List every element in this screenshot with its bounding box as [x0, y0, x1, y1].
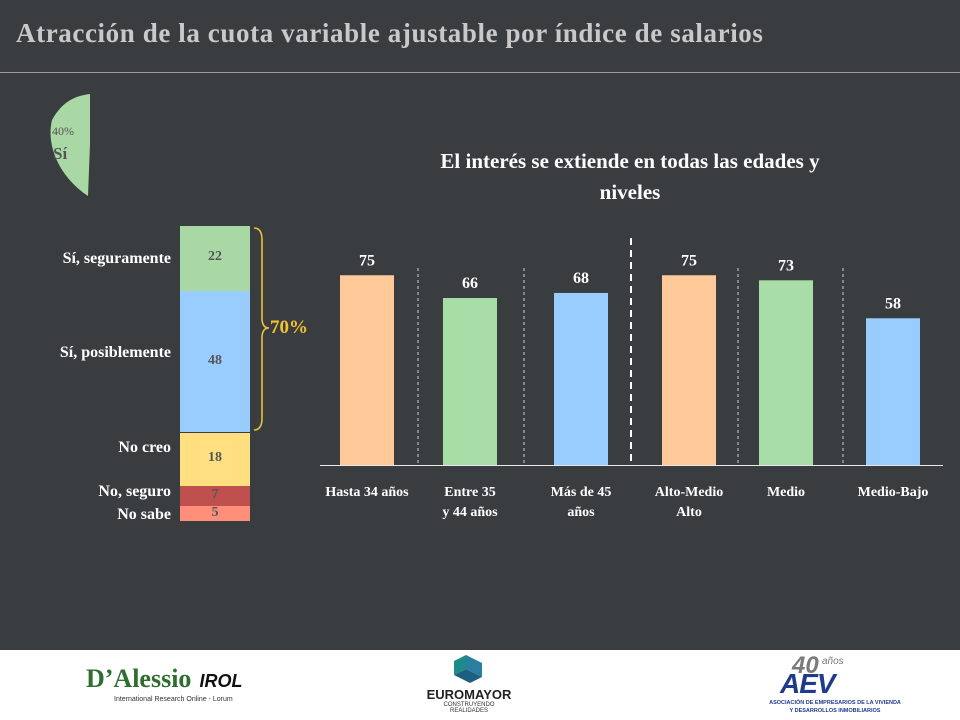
- x-tick-label: Medio: [731, 483, 841, 503]
- x-tick-label-line: y 44 años: [442, 505, 498, 520]
- euromayor-text: EUROMAYOR: [426, 687, 512, 702]
- x-tick-label-line: Hasta 34 años: [325, 485, 409, 500]
- bar: [554, 292, 608, 465]
- stack-segment-value: 7: [211, 486, 219, 502]
- x-tick-label-line: Entre 35: [444, 485, 496, 500]
- pie-slice: [50, 94, 90, 196]
- x-tick-label-line: años: [567, 505, 595, 520]
- stack-segment-value: 22: [208, 249, 222, 265]
- footer: D’Alessio IROL International Research On…: [0, 650, 960, 720]
- stack-label-no-sabe: No sabe: [117, 506, 171, 523]
- stack-segment: [180, 485, 250, 507]
- bar-value-label: 75: [681, 252, 697, 269]
- bar-value-label: 75: [359, 252, 375, 269]
- bar-value-label: 73: [778, 257, 794, 274]
- stack-label-no-creo: No creo: [118, 439, 171, 456]
- brace-label: 70%: [270, 317, 308, 338]
- x-tick-label-line: Medio-Bajo: [857, 485, 929, 500]
- x-tick-label: Más de 45 años: [526, 483, 636, 523]
- stack-segment: [180, 226, 250, 291]
- x-tick-label: Hasta 34 años: [312, 483, 422, 503]
- x-tick-label-line: Alto: [676, 505, 702, 520]
- slide: Atracción de la cuota variable ajustable…: [0, 0, 960, 650]
- euromayor-tagline: CONSTRUYENDO REALIDADES: [443, 702, 495, 714]
- pie-percent: 40%: [52, 124, 74, 138]
- bar: [443, 298, 497, 465]
- aev-anos: años: [822, 656, 844, 667]
- bar-value-label: 66: [462, 275, 478, 292]
- dalessio-tagline: International Research Online - Lorum: [114, 696, 233, 703]
- bar: [662, 275, 716, 465]
- aev-logo-text: AEV: [780, 668, 836, 699]
- bar-chart: 75 66 68 75 73 58: [320, 238, 943, 466]
- chart-subtitle: El interés se extiende en todas las edad…: [440, 149, 820, 204]
- dalessio-logo: D’Alessio IROL International Research On…: [86, 664, 242, 704]
- x-tick-label: Medio-Bajo: [838, 483, 948, 503]
- stack-segment: [180, 290, 250, 433]
- bar-value-label: 68: [573, 270, 589, 287]
- bar-value-label: 58: [885, 295, 901, 312]
- page-title: Atracción de la cuota variable ajustable…: [16, 18, 764, 48]
- aev-tagline-2: Y DESARROLLOS INMOBILIARIOS: [789, 708, 881, 714]
- stack-label-si-posiblemente: Sí, posiblemente: [59, 344, 171, 361]
- x-tick-label: Alto-Medio Alto: [634, 483, 744, 523]
- x-tick-label: Entre 35 y 44 años: [415, 483, 525, 523]
- bar: [340, 275, 394, 465]
- aev-40: 40: [792, 652, 819, 679]
- x-tick-label-line: Alto-Medio: [654, 485, 724, 500]
- title-divider: [0, 72, 960, 73]
- stack-segment-value: 5: [211, 504, 219, 520]
- stack-segment-value: 18: [208, 450, 222, 466]
- stack-segment-value: 48: [208, 352, 222, 368]
- stack-label-no-seguro: No, seguro: [98, 483, 171, 500]
- aev-tagline-1: ASOCIACIÓN DE EMPRESARIOS DE LA VIVIENDA: [769, 700, 901, 706]
- bar: [759, 280, 813, 465]
- irol-text: IROL: [199, 671, 243, 691]
- x-tick-label-line: Más de 45: [550, 485, 612, 500]
- stack-label-si-seguramente: Sí, seguramente: [62, 250, 171, 267]
- pie-label: Sí: [53, 144, 68, 163]
- stack-segment: [180, 506, 250, 521]
- stack-segment: [180, 432, 250, 486]
- brace-70: [253, 227, 270, 431]
- dalessio-logo-text: D’Alessio: [86, 664, 192, 693]
- bar: [866, 318, 920, 465]
- x-tick-label-line: Medio: [766, 485, 806, 500]
- euromayor-icon: [454, 655, 482, 683]
